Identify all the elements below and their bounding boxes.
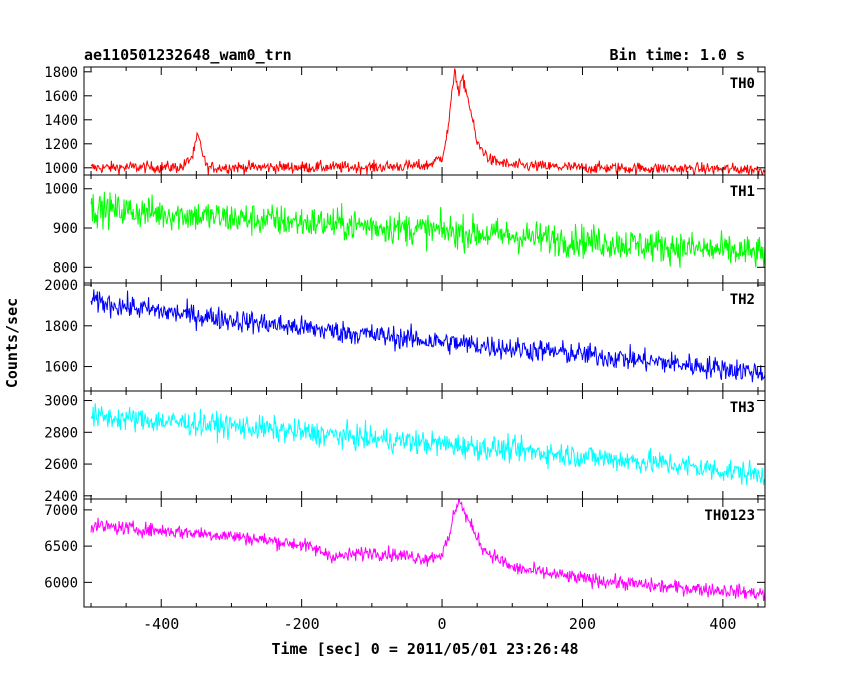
- y-tick-label: 1600: [44, 360, 78, 376]
- x-tick-label: -200: [284, 615, 320, 633]
- y-tick-label: 2400: [44, 489, 78, 505]
- y-tick-label: 1000: [44, 161, 78, 177]
- x-tick-label: 400: [709, 615, 736, 633]
- y-axis-label: Counts/sec: [3, 298, 21, 388]
- series-line-th3: [90, 403, 765, 486]
- y-tick-label: 6000: [44, 575, 78, 591]
- series-line-th0123: [90, 499, 765, 602]
- y-tick-label: 2000: [44, 278, 78, 294]
- x-tick-label: -400: [143, 615, 179, 633]
- y-tick-label: 1000: [44, 182, 78, 198]
- y-tick-label: 2600: [44, 457, 78, 473]
- chart-bin-time: Bin time: 1.0 s: [610, 46, 745, 64]
- y-tick-label: 7000: [44, 503, 78, 519]
- y-tick-label: 3000: [44, 394, 78, 410]
- panel-frame-th2: [83, 282, 766, 392]
- y-tick-label: 2800: [44, 425, 78, 441]
- x-axis-label: Time [sec] 0 = 2011/05/01 23:26:48: [271, 640, 578, 658]
- panel-label-th0: TH0: [730, 76, 755, 92]
- y-tick-label: 6500: [44, 539, 78, 555]
- x-tick-label: 200: [569, 615, 596, 633]
- chart-left-title: ae110501232648_wam0_trn: [84, 46, 292, 64]
- panel-label-th3: TH3: [730, 400, 755, 416]
- y-tick-label: 1800: [44, 319, 78, 335]
- x-tick-label: 0: [438, 615, 447, 633]
- panels-group: 1000 1200 1400 1600 1800 TH0 800 900 1000 TH1 1600…: [44, 65, 766, 633]
- series-line-th0: [90, 68, 765, 175]
- y-tick-label: 800: [53, 260, 78, 276]
- panel-label-th2: TH2: [730, 292, 755, 308]
- series-line-th2: [90, 289, 765, 383]
- panel-label-th1: TH1: [730, 184, 755, 200]
- y-tick-label: 1800: [44, 65, 78, 81]
- y-tick-label: 1600: [44, 89, 78, 105]
- y-tick-label: 1400: [44, 113, 78, 129]
- panel-frame-th0: [83, 66, 766, 176]
- y-tick-label: 900: [53, 221, 78, 237]
- panel-frame-th0123: [83, 498, 766, 608]
- y-tick-label: 1200: [44, 137, 78, 153]
- series-line-th1: [90, 191, 765, 268]
- panel-label-th0123: TH0123: [704, 508, 755, 524]
